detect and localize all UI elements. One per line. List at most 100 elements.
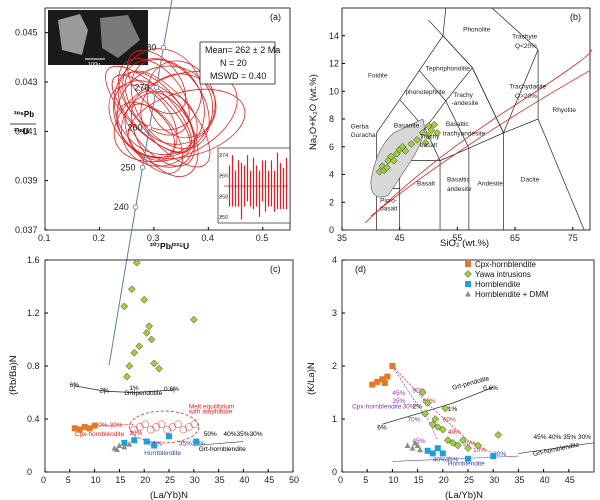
y-tick-label: 4 <box>332 255 337 265</box>
error-ellipse <box>113 80 195 168</box>
panel-c-rbba: Grt-peridotite 6% 2% 1% 0.6% Melt equilibrium… <box>0 250 300 500</box>
y-tick-label: 3 <box>332 308 337 318</box>
error-ellipse <box>111 74 191 154</box>
annotation-13: 50% <box>204 431 217 438</box>
field-label-6: Q>20% <box>515 93 537 100</box>
field-label-5: Trachy <box>453 92 473 99</box>
inset-tick-label: 250 <box>219 215 228 221</box>
x-tick-label: 50 <box>289 475 299 485</box>
legend-marker <box>465 291 471 297</box>
field-label-6: Trachydacite <box>509 83 546 90</box>
annotation-2: 2% <box>100 388 110 395</box>
x-tick-label: 40 <box>540 475 550 485</box>
yawa-point <box>189 315 198 324</box>
field-label-10: Trachy <box>420 133 440 140</box>
y-tick-label: 4 <box>329 170 334 180</box>
yawa-point <box>423 399 432 407</box>
yawa-point <box>413 135 421 144</box>
annotation-6: 45% <box>392 390 405 397</box>
panel-a-frame <box>44 7 291 231</box>
error-ellipse <box>122 48 202 131</box>
yawa-point <box>155 364 163 373</box>
melt-equilibrium-circle <box>157 420 166 429</box>
concordia-line <box>108 0 173 366</box>
annotation-4: 0.6% <box>164 386 179 393</box>
hbl-dmm-point <box>113 446 120 452</box>
annotation-2: 2% <box>413 403 423 410</box>
y-tick-label: 0 <box>27 467 32 477</box>
alkaline-boundary-curve <box>370 70 591 217</box>
x-tick-label: 0.4 <box>201 233 214 243</box>
annotation-8: 30% <box>109 422 122 429</box>
hornblendite-point <box>424 447 431 454</box>
concordia-age-marker <box>133 204 139 210</box>
yawa-point <box>407 140 416 148</box>
x-tick-label: 20 <box>140 475 150 485</box>
cpx-hbl-point <box>384 373 391 380</box>
x-tick-label: 0 <box>41 475 46 485</box>
cpx-hbl-point <box>389 363 396 369</box>
grt-peridotite-curve <box>74 385 174 393</box>
x-tick-label: 45 <box>395 233 405 243</box>
yawa-point <box>441 404 450 413</box>
annotation-8: 30% <box>402 403 415 410</box>
field-boundary <box>503 49 539 134</box>
hbl-dmm-point <box>417 446 424 453</box>
x-tick-label: 15 <box>115 475 125 485</box>
field-label-14: andesite <box>447 186 472 193</box>
y-axis-label: (Rb/Ba)N <box>8 355 19 395</box>
hornblendite-point <box>439 450 446 457</box>
annotation-1: 6% <box>377 425 387 432</box>
y-axis-ticks: 0 1 2 3 4 <box>332 255 345 477</box>
yawa-point <box>142 329 151 337</box>
y-tick-label: 1.6 <box>27 255 40 265</box>
y-label-top: ²⁰⁶Pb <box>14 110 34 119</box>
x-tick-label: 55 <box>452 233 462 243</box>
panel-label-b: (b) <box>570 12 581 22</box>
legend-label: Yawa intrusions <box>475 270 531 279</box>
cpx-hbl-point <box>76 426 83 433</box>
yawa-point <box>431 415 440 423</box>
y-tick-label: 0.041 <box>15 126 38 136</box>
x-tick-label: 45 <box>264 475 274 485</box>
model-curves: Grt-peridotite 6% 2% 1% 0.6% Melt equilibrium… <box>70 382 263 457</box>
y-tick-label: 10 <box>329 86 339 96</box>
yawa-point <box>122 372 131 381</box>
field-boundary <box>442 7 447 36</box>
y-tick-label: 0.045 <box>15 28 38 38</box>
annotation-12: 35%30% <box>179 441 205 448</box>
melt-equilibrium-circle <box>168 423 177 431</box>
y-axis-ticks: 0.037 0.039 0.041 0.043 0.045 <box>15 28 48 235</box>
field-label-2: Foidite <box>368 72 388 79</box>
tas-field-boundaries <box>364 7 592 231</box>
x-tick-label: 10 <box>91 475 101 485</box>
yawa-point <box>459 436 467 445</box>
panel-a-svg: 100μ 240 250 260 270 280 0.1 0.2 0.3 0.4 0.5 0.0… <box>10 0 291 366</box>
yawa-point <box>383 163 391 172</box>
y-tick-label: 2 <box>329 197 334 207</box>
alkaline-boundary-curve <box>364 49 592 224</box>
error-ellipse <box>124 103 184 174</box>
melt-equilibrium-circle <box>152 423 160 431</box>
panel-b-tas: 35 45 55 65 75 0 2 4 6 8 10 12 14 (b) SiO₂ (wt.%) N… <box>300 0 600 250</box>
yawa-point <box>127 285 136 294</box>
melt-equilibrium-circle <box>185 423 193 431</box>
yawa-point <box>474 441 482 450</box>
x-tick-label: 0.5 <box>256 233 269 243</box>
hornblendite-curve <box>392 455 519 462</box>
x-tick-label: 75 <box>568 233 578 243</box>
field-label-9: trachyandesite <box>443 131 486 138</box>
field-boundary <box>399 99 441 230</box>
field-label-0: Phonolite <box>463 27 490 34</box>
legend-marker <box>464 270 472 278</box>
x-axis-label: ²⁰⁷Pb/²³⁵U <box>150 241 189 251</box>
y-tick-label: 0.4 <box>27 414 40 424</box>
annotation-12: 60% <box>443 417 456 424</box>
x-axis-label: SiO₂ (wt.%) <box>440 238 489 249</box>
melt-equilibrium-circle <box>190 420 199 429</box>
concordia-age-label: 270 <box>134 83 149 93</box>
error-ellipse <box>127 88 246 159</box>
x-tick-label: 20 <box>439 475 449 485</box>
concordia-curve: 240 250 260 270 280 <box>108 0 173 366</box>
